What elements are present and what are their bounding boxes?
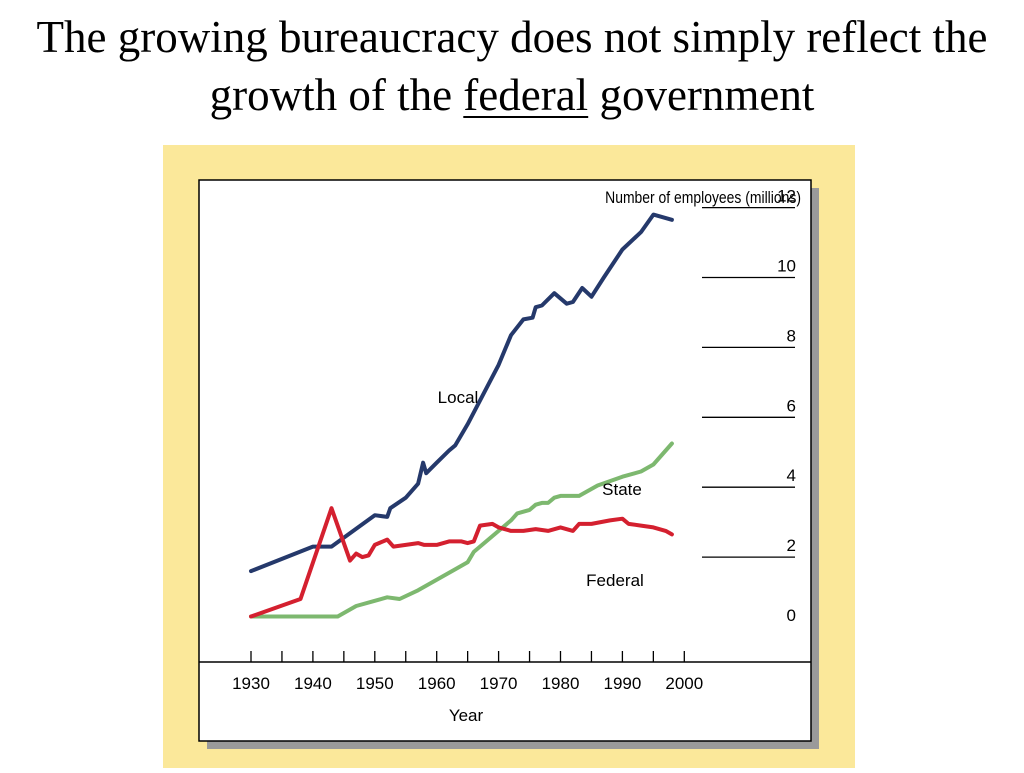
series-lines [249, 212, 674, 619]
series-line-federal [249, 506, 674, 619]
chart-frame: Number of employees (millions) Year 0 2 4 6… [163, 145, 855, 768]
series-line-state [249, 441, 674, 619]
x-tick-label: 1930 [232, 674, 270, 693]
title-emphasis: federal [463, 70, 589, 120]
y-tick-label: 8 [787, 326, 796, 345]
title-text-end: government [588, 70, 815, 120]
x-tick-label: 1950 [356, 674, 394, 693]
series-label-local: Local [438, 388, 479, 407]
x-tick-label: 1960 [418, 674, 456, 693]
x-ticks: 1930 1940 1950 1960 1970 1980 1990 2000 [232, 651, 703, 693]
x-tick-label: 1980 [542, 674, 580, 693]
slide-title: The growing bureaucracy does not simply … [0, 8, 1024, 124]
x-tick-label: 2000 [665, 674, 703, 693]
y-tick-label: 0 [787, 606, 796, 625]
chart: Number of employees (millions) Year 0 2 4 6… [198, 179, 819, 749]
title-text: The growing bureaucracy does not simply … [36, 12, 988, 120]
y-tick-label: 12 [777, 187, 796, 206]
y-tick-label: 2 [787, 536, 796, 555]
y-tick-label: 6 [787, 396, 796, 415]
x-tick-label: 1940 [294, 674, 332, 693]
series-line-local [249, 212, 674, 574]
series-label-state: State [602, 480, 642, 499]
x-tick-label: 1970 [480, 674, 518, 693]
series-label-federal: Federal [586, 571, 644, 590]
y-ticks: 0 2 4 6 8 10 12 [702, 187, 796, 625]
y-tick-label: 4 [787, 466, 796, 485]
y-tick-label: 10 [777, 257, 796, 276]
x-tick-label: 1990 [603, 674, 641, 693]
y-axis-label: Number of employees (millions) [605, 189, 801, 208]
plot-panel [198, 179, 812, 742]
x-axis-label: Year [449, 706, 484, 725]
